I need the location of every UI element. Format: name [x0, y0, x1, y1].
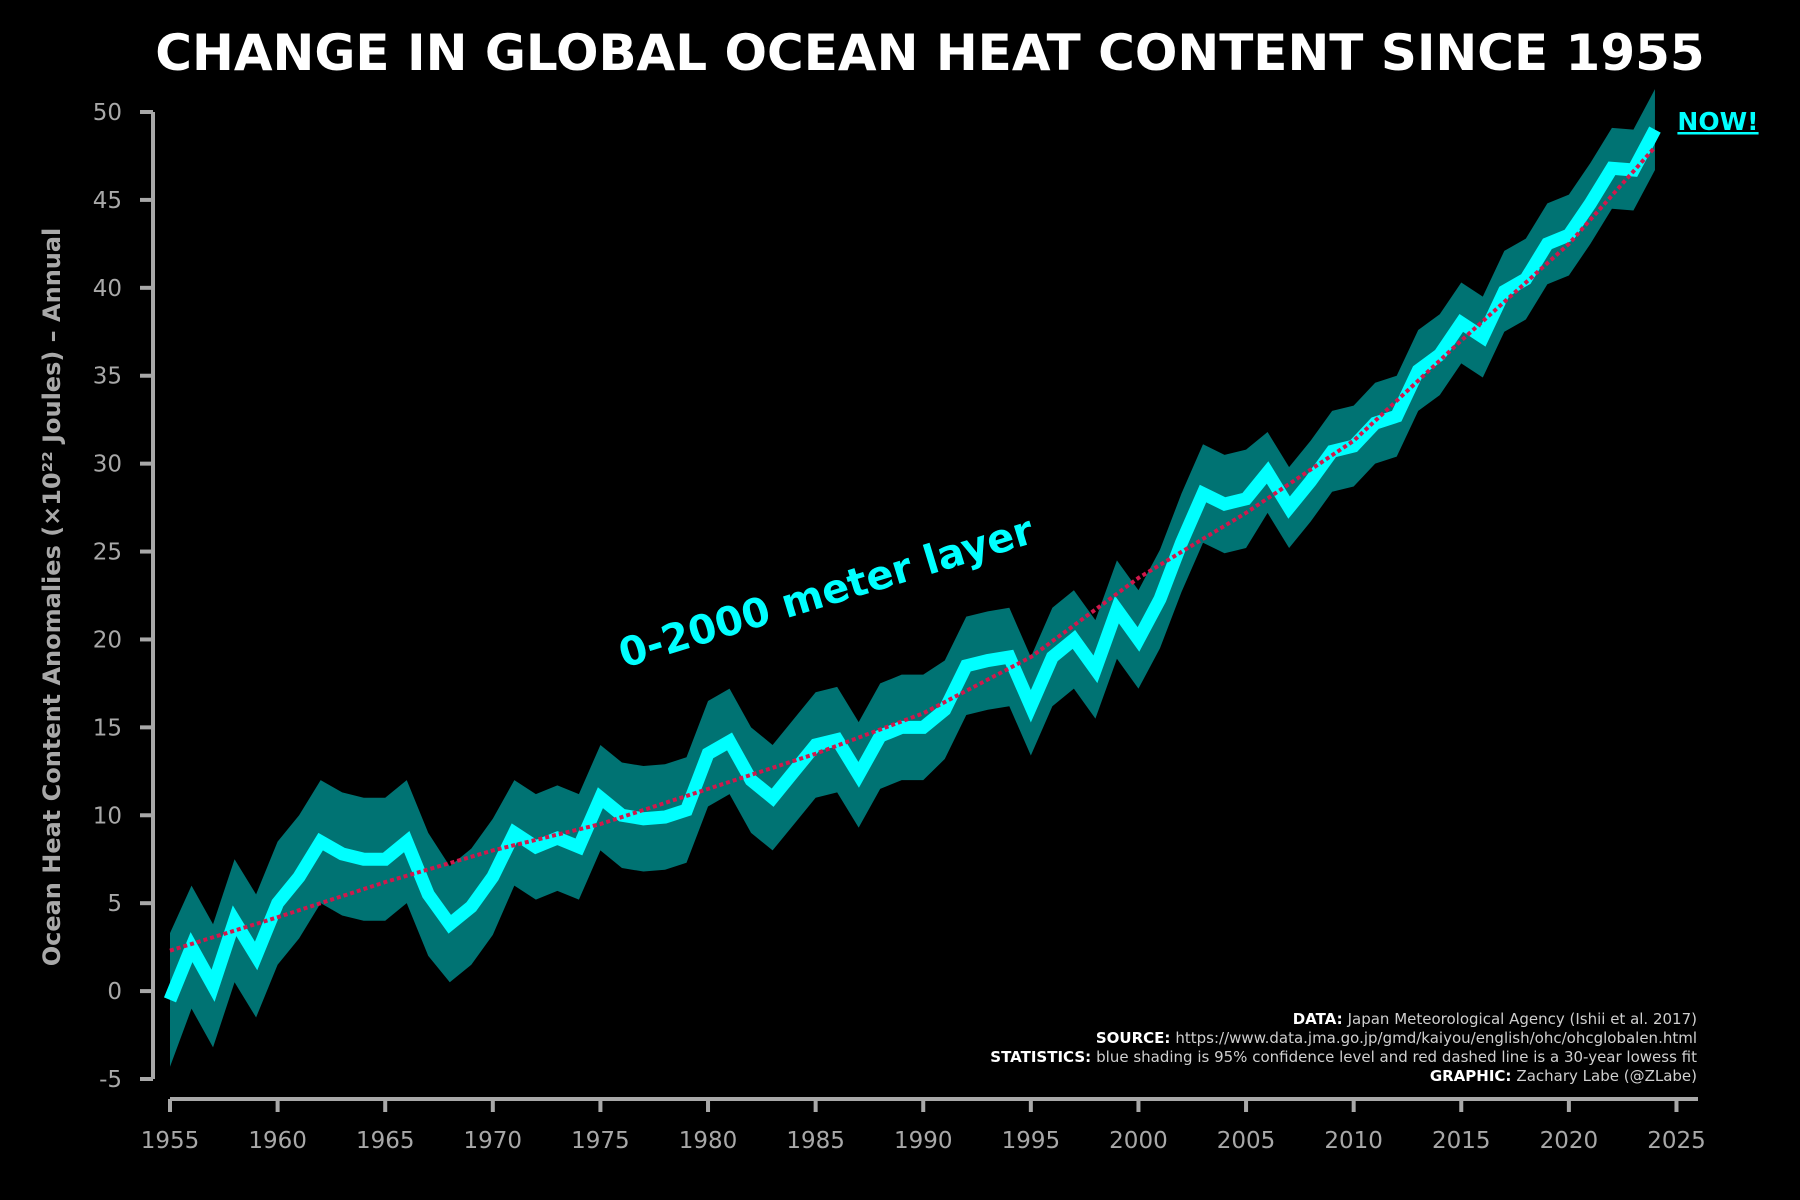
y-tick-label: 25 — [93, 540, 122, 566]
footnote: GRAPHIC: Zachary Labe (@ZLabe) — [1430, 1067, 1697, 1085]
x-tick-label: 1960 — [248, 1128, 307, 1154]
x-tick-label: 1980 — [679, 1128, 738, 1154]
x-tick-label: 2005 — [1217, 1128, 1276, 1154]
x-tick-label: 1955 — [141, 1128, 200, 1154]
x-tick-label: 1970 — [464, 1128, 523, 1154]
x-tick-label: 2000 — [1109, 1128, 1168, 1154]
y-tick-label: 15 — [93, 715, 122, 741]
y-tick-label: 40 — [93, 276, 122, 302]
y-tick-label: 20 — [93, 627, 122, 653]
footnote-text: Zachary Labe (@ZLabe) — [1516, 1067, 1697, 1085]
x-tick-label: 1965 — [356, 1128, 415, 1154]
y-tick-label: 10 — [93, 803, 122, 829]
x-tick-label: 1995 — [1002, 1128, 1061, 1154]
chart-title: CHANGE IN GLOBAL OCEAN HEAT CONTENT SINC… — [155, 24, 1704, 82]
footnote-label: SOURCE: — [1096, 1029, 1171, 1047]
x-tick-label: 2025 — [1647, 1128, 1706, 1154]
footnote-text: blue shading is 95% confidence level and… — [1096, 1048, 1697, 1066]
y-tick-label: 45 — [93, 188, 122, 214]
footnote-label: DATA: — [1293, 1010, 1343, 1028]
footnote-label: STATISTICS: — [990, 1048, 1091, 1066]
x-tick-label: 1985 — [786, 1128, 845, 1154]
confidence-band — [170, 89, 1655, 1067]
y-tick-label: 35 — [93, 364, 122, 390]
x-tick-label: 2010 — [1324, 1128, 1383, 1154]
x-tick-label: 2020 — [1540, 1128, 1599, 1154]
x-tick-label: 1975 — [571, 1128, 630, 1154]
y-tick-label: 5 — [107, 891, 122, 917]
y-tick-label: 0 — [107, 979, 122, 1005]
y-tick-label: 50 — [93, 100, 122, 126]
footnote: SOURCE: https://www.data.jma.go.jp/gmd/ka… — [1096, 1029, 1697, 1047]
footnote: STATISTICS: blue shading is 95% confidenc… — [990, 1048, 1697, 1066]
x-tick-label: 2015 — [1432, 1128, 1491, 1154]
annotation: NOW! — [1677, 107, 1758, 136]
footnote-text: Japan Meteorological Agency (Ishii et al… — [1347, 1010, 1697, 1028]
y-axis-label: Ocean Heat Content Anomalies (×10²² Joul… — [38, 228, 66, 967]
footnote-label: GRAPHIC: — [1430, 1067, 1512, 1085]
y-tick-label: 30 — [93, 452, 122, 478]
x-tick-label: 1990 — [894, 1128, 953, 1154]
footnote-text: https://www.data.jma.go.jp/gmd/kaiyou/en… — [1175, 1029, 1697, 1047]
y-tick-label: -5 — [99, 1067, 122, 1093]
footnote: DATA: Japan Meteorological Agency (Ishii … — [1293, 1010, 1697, 1028]
